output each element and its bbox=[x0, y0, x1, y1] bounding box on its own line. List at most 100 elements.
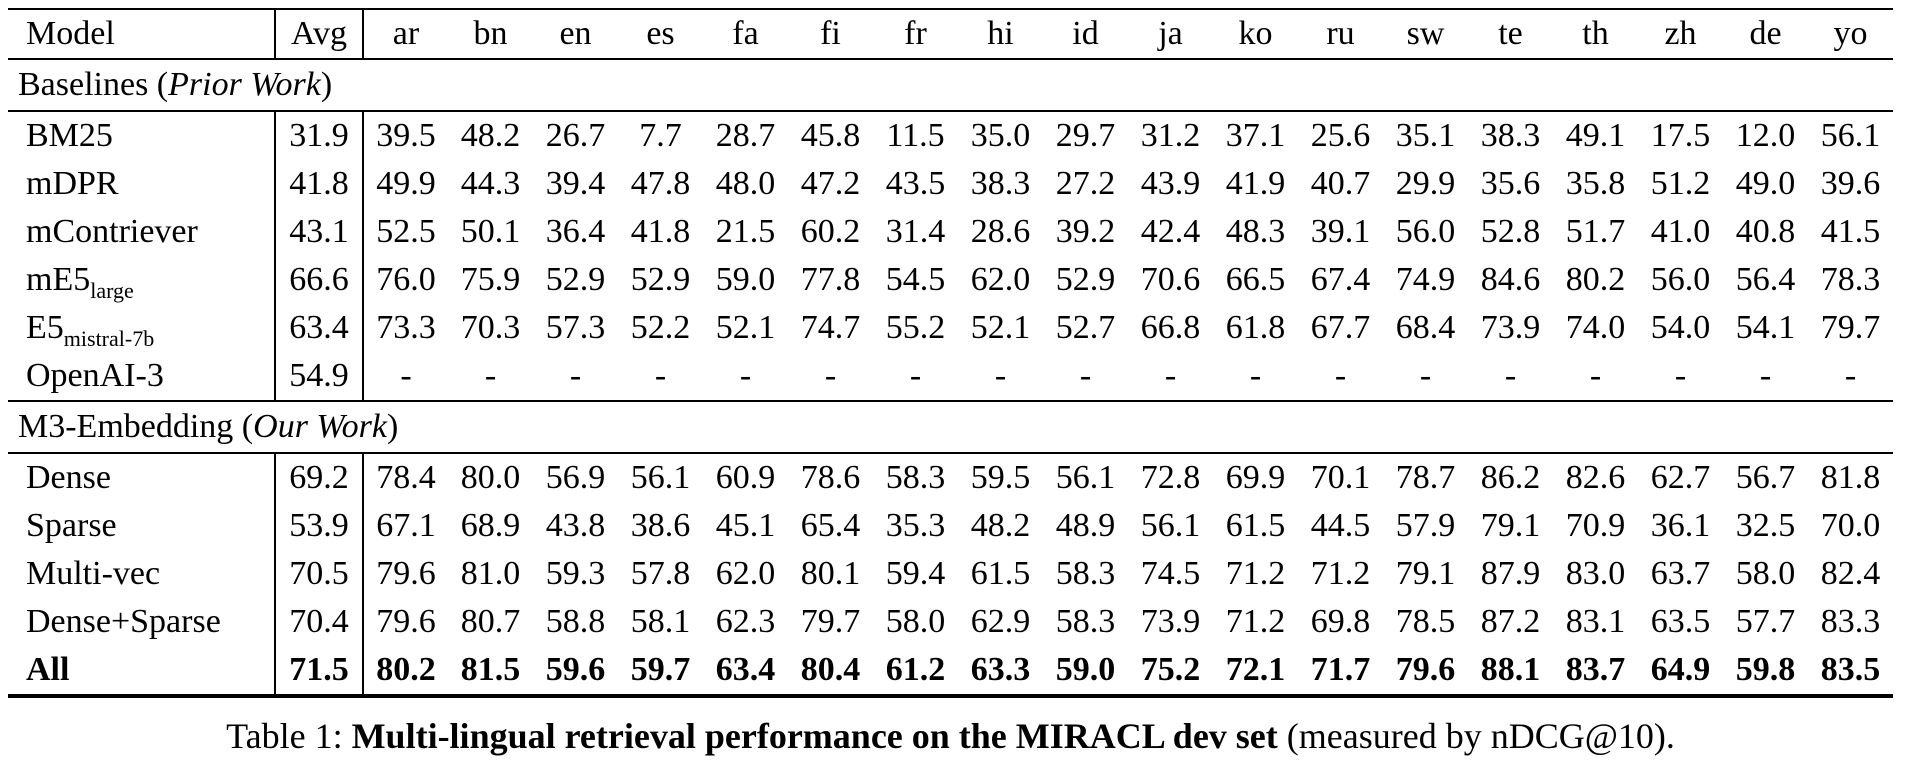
col-header-fi: fi bbox=[820, 15, 841, 52]
score-cell-bn: 81.5 bbox=[460, 651, 521, 688]
score-cell-bn: 80.0 bbox=[460, 459, 521, 496]
score-cell-fa: 59.0 bbox=[715, 261, 776, 298]
avg-score-cell: 54.9 bbox=[275, 352, 364, 401]
score-cell-th: 74.0 bbox=[1565, 309, 1626, 346]
score-cell-es: 58.1 bbox=[630, 603, 691, 640]
model-name-subscript: large bbox=[90, 278, 134, 303]
score-cell-fi: 65.4 bbox=[800, 507, 861, 544]
score-cell-fr: 58.3 bbox=[885, 459, 946, 496]
score-cell-de: 56.4 bbox=[1735, 261, 1796, 298]
col-header-id: id bbox=[1072, 15, 1099, 52]
model-name: Sparse bbox=[8, 502, 276, 550]
score-cell-ja: 73.9 bbox=[1140, 603, 1201, 640]
header-row: Model Avg ar bn en es fa fi fr hi id ja ko ru sw te th zh… bbox=[8, 9, 1893, 59]
score-cell-zh: 17.5 bbox=[1650, 117, 1711, 154]
score-cell-en: - bbox=[569, 357, 582, 394]
score-cell-sw: 79.6 bbox=[1395, 651, 1456, 688]
score-cell-es: 41.8 bbox=[630, 213, 691, 250]
score-cell-th: 82.6 bbox=[1565, 459, 1626, 496]
score-cell-fi: 80.4 bbox=[800, 651, 861, 688]
score-cell-zh: 51.2 bbox=[1650, 165, 1711, 202]
score-cell-fa: 63.4 bbox=[715, 651, 776, 688]
score-cell-ja: 72.8 bbox=[1140, 459, 1201, 496]
score-cell-te: 86.2 bbox=[1480, 459, 1541, 496]
avg-score-cell: 63.4 bbox=[275, 304, 364, 352]
score-cell-yo: 56.1 bbox=[1820, 117, 1881, 154]
model-name-text: mDPR bbox=[26, 165, 119, 202]
avg-score-cell: 31.9 bbox=[275, 111, 364, 160]
score-cell-de: 59.8 bbox=[1735, 651, 1796, 688]
score-cell-es: 56.1 bbox=[630, 459, 691, 496]
col-header-fr: fr bbox=[904, 15, 927, 52]
score-cell-de: 40.8 bbox=[1735, 213, 1796, 250]
table-row-all: All 71.5 80.2 81.5 59.6 59.7 63.4 80.4 61.2 63.3 5… bbox=[8, 646, 1893, 696]
score-cell-id: 56.1 bbox=[1055, 459, 1116, 496]
col-header-ko: ko bbox=[1238, 15, 1273, 52]
score-cell-ko: 61.5 bbox=[1225, 507, 1286, 544]
score-cell-zh: 36.1 bbox=[1650, 507, 1711, 544]
model-name: E5mistral-7b bbox=[8, 304, 276, 352]
score-cell-fi: 80.1 bbox=[800, 555, 861, 592]
score-cell-te: 35.6 bbox=[1480, 165, 1541, 202]
score-cell-bn: 48.2 bbox=[460, 117, 521, 154]
score-cell-sw: 57.9 bbox=[1395, 507, 1456, 544]
score-cell-fi: 45.8 bbox=[800, 117, 861, 154]
model-name: OpenAI-3 bbox=[8, 352, 276, 401]
score-cell-fa: 48.0 bbox=[715, 165, 776, 202]
score-cell-ar: 52.5 bbox=[376, 213, 436, 250]
score-cell-zh: - bbox=[1674, 357, 1687, 394]
score-cell-es: - bbox=[654, 357, 667, 394]
score-cell-th: 35.8 bbox=[1565, 165, 1626, 202]
score-cell-te: 84.6 bbox=[1480, 261, 1541, 298]
score-cell-yo: - bbox=[1844, 357, 1857, 394]
section-row-m3-embedding: M3-Embedding (Our Work) bbox=[8, 401, 1893, 453]
avg-score-cell: 53.9 bbox=[275, 502, 364, 550]
table-row-sparse: Sparse 53.9 67.1 68.9 43.8 38.6 45.1 65.4 35.3 48… bbox=[8, 502, 1893, 550]
score-cell-th: 49.1 bbox=[1565, 117, 1626, 154]
score-cell-ko: 71.2 bbox=[1225, 555, 1286, 592]
col-header-th: th bbox=[1582, 15, 1609, 52]
score-cell-ar: 76.0 bbox=[376, 261, 436, 298]
score-cell-te: 52.8 bbox=[1480, 213, 1541, 250]
score-cell-fr: 58.0 bbox=[885, 603, 946, 640]
score-cell-fa: 62.3 bbox=[715, 603, 776, 640]
score-cell-en: 57.3 bbox=[545, 309, 606, 346]
score-cell-ru: 69.8 bbox=[1310, 603, 1371, 640]
model-name-text: Multi-vec bbox=[26, 555, 161, 592]
score-cell-ja: 43.9 bbox=[1140, 165, 1201, 202]
score-cell-ja: 56.1 bbox=[1140, 507, 1201, 544]
score-cell-fi: - bbox=[824, 357, 837, 394]
model-name: Multi-vec bbox=[8, 550, 276, 598]
score-cell-de: 49.0 bbox=[1735, 165, 1796, 202]
score-cell-hi: 62.9 bbox=[970, 603, 1031, 640]
score-cell-hi: 28.6 bbox=[970, 213, 1031, 250]
score-cell-sw: 56.0 bbox=[1395, 213, 1456, 250]
score-cell-ko: 48.3 bbox=[1225, 213, 1286, 250]
model-name-text: mContriever bbox=[26, 213, 198, 250]
table-caption: Table 1: Multi-lingual retrieval perform… bbox=[8, 714, 1893, 758]
score-cell-ru: 67.7 bbox=[1310, 309, 1371, 346]
score-cell-bn: 68.9 bbox=[460, 507, 521, 544]
score-cell-te: - bbox=[1504, 357, 1517, 394]
score-cell-th: 70.9 bbox=[1565, 507, 1626, 544]
score-cell-th: 83.7 bbox=[1565, 651, 1626, 688]
score-cell-en: 56.9 bbox=[545, 459, 606, 496]
score-cell-de: 32.5 bbox=[1735, 507, 1796, 544]
score-cell-id: 58.3 bbox=[1055, 555, 1116, 592]
score-cell-en: 52.9 bbox=[545, 261, 606, 298]
score-cell-zh: 54.0 bbox=[1650, 309, 1711, 346]
score-cell-en: 26.7 bbox=[545, 117, 606, 154]
caption-suffix: (measured by nDCG@10). bbox=[1277, 716, 1675, 756]
col-header-ja: ja bbox=[1158, 15, 1183, 52]
score-cell-fa: 45.1 bbox=[715, 507, 776, 544]
score-cell-ja: 74.5 bbox=[1140, 555, 1201, 592]
score-cell-fr: 11.5 bbox=[886, 117, 945, 154]
score-cell-te: 87.2 bbox=[1480, 603, 1541, 640]
score-cell-fa: - bbox=[739, 357, 752, 394]
score-cell-id: 52.7 bbox=[1055, 309, 1116, 346]
score-cell-fa: 60.9 bbox=[715, 459, 776, 496]
score-cell-fr: 59.4 bbox=[885, 555, 946, 592]
score-cell-yo: 39.6 bbox=[1820, 165, 1881, 202]
model-name-text: All bbox=[26, 651, 70, 688]
